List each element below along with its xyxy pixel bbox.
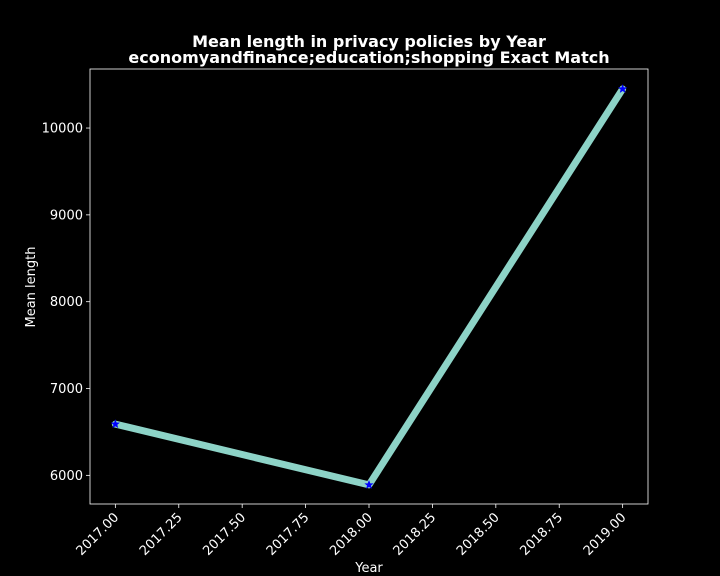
x-axis-label: Year (354, 561, 383, 576)
y-tick-label: 7000 (50, 382, 83, 397)
y-tick-label: 9000 (50, 208, 83, 223)
x-tick-label: 2018.75 (517, 510, 566, 559)
y-tick-label: 6000 (50, 469, 83, 484)
data-point (364, 480, 374, 489)
x-tick-label: 2019.00 (581, 510, 630, 559)
series-line (111, 85, 627, 489)
y-axis-ticks: 6000 7000 8000 9000 10000 (42, 122, 90, 484)
x-tick-label: 2018.00 (327, 510, 376, 559)
chart-subtitle: economyandfinance;education;shopping Exa… (128, 48, 609, 67)
x-tick-label: 2017.25 (137, 510, 186, 559)
data-point (110, 419, 120, 429)
y-axis-label: Mean length (24, 247, 39, 328)
x-tick-label: 2018.50 (454, 510, 503, 559)
x-axis-ticks: 2017.00 2017.25 2017.50 2017.75 2018.00 2018.… (74, 504, 630, 559)
x-tick-label: 2017.00 (74, 510, 123, 559)
data-point (618, 84, 628, 93)
y-tick-label: 10000 (42, 122, 83, 137)
x-tick-label: 2017.50 (200, 510, 249, 559)
chart-title: Mean length in privacy policies by Year (192, 32, 546, 51)
x-tick-label: 2017.75 (264, 510, 313, 559)
y-tick-label: 8000 (50, 295, 83, 310)
series-layer (110, 84, 628, 489)
x-tick-label: 2018.25 (391, 510, 440, 559)
